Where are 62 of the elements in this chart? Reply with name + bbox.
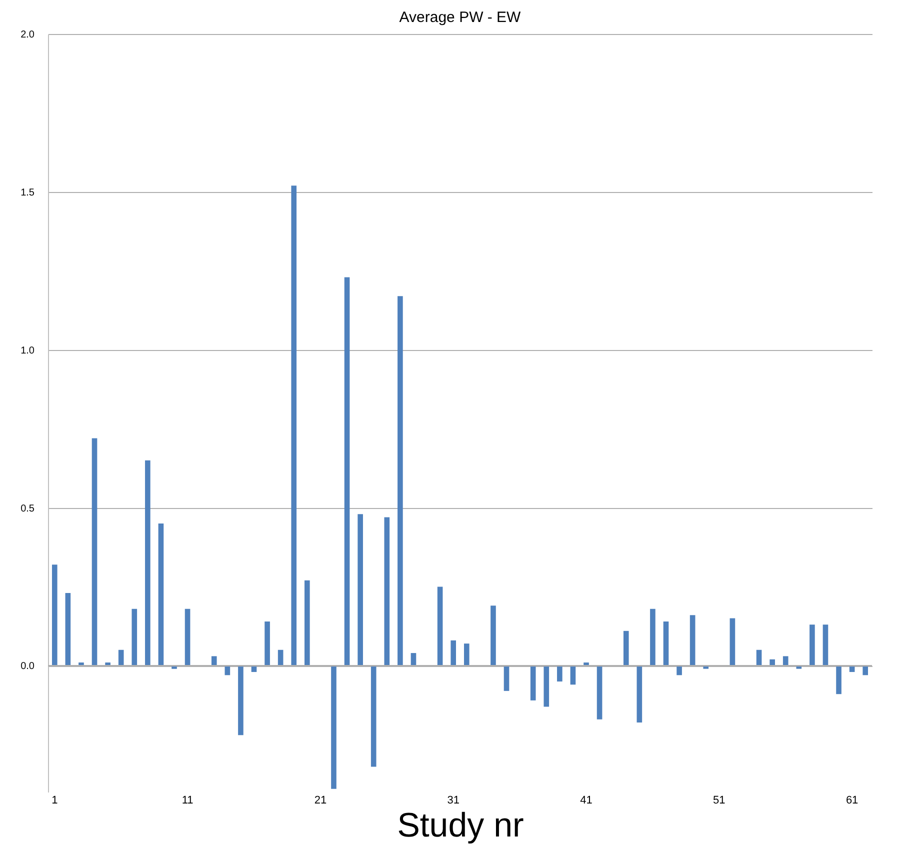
bar <box>636 666 642 723</box>
bar <box>530 666 536 700</box>
bar <box>490 606 496 666</box>
x-tick-label: 41 <box>580 794 592 806</box>
y-tick-label: 1.5 <box>20 187 35 198</box>
x-tick-label: 21 <box>314 794 327 806</box>
bar <box>690 615 696 666</box>
bar <box>331 666 336 789</box>
bar <box>344 277 350 666</box>
bar <box>676 666 682 676</box>
bar <box>158 524 164 666</box>
bar <box>304 580 310 666</box>
bar <box>703 666 709 669</box>
bar <box>384 517 390 666</box>
bar <box>796 666 802 669</box>
bar <box>596 666 602 720</box>
bar <box>849 666 855 672</box>
bar <box>358 514 363 666</box>
bar <box>782 656 788 666</box>
y-tick-label: 0.5 <box>20 503 35 514</box>
bar <box>224 666 230 676</box>
bar <box>650 608 656 666</box>
bar <box>810 624 815 666</box>
bar <box>663 621 669 666</box>
chart-title: Average PW - EW <box>399 9 522 26</box>
x-tick-label: 1 <box>52 794 58 806</box>
x-tick-label: 51 <box>713 794 726 806</box>
bar <box>52 564 58 666</box>
bar <box>398 296 403 666</box>
bar <box>264 621 270 666</box>
bar <box>291 186 297 666</box>
x-tick-label: 61 <box>846 794 858 806</box>
y-tick-label: 0.0 <box>20 661 35 672</box>
bar <box>544 666 550 707</box>
bar <box>145 460 150 666</box>
x-tick-label: 11 <box>182 794 194 806</box>
bar <box>238 666 244 736</box>
bar <box>172 666 177 669</box>
bar <box>862 666 868 676</box>
bar <box>92 438 98 666</box>
bar <box>184 608 190 666</box>
bar <box>464 644 470 666</box>
x-tick-label: 31 <box>447 794 460 806</box>
x-axis-title: Study nr <box>397 806 524 844</box>
bar <box>557 666 562 682</box>
bar <box>437 586 443 666</box>
bar <box>770 659 775 666</box>
bar <box>504 666 510 691</box>
y-tick-label: 2.0 <box>20 30 35 40</box>
bar <box>730 618 736 666</box>
bar <box>118 650 124 666</box>
bar <box>836 666 842 694</box>
bar <box>65 593 71 666</box>
bar <box>450 640 456 666</box>
bar <box>370 666 376 767</box>
bar <box>251 666 257 672</box>
bar <box>132 608 138 666</box>
bar <box>822 624 828 666</box>
bar <box>570 666 576 685</box>
y-tick-label: 1.0 <box>20 345 35 356</box>
bar <box>211 656 217 666</box>
bar <box>623 630 629 666</box>
